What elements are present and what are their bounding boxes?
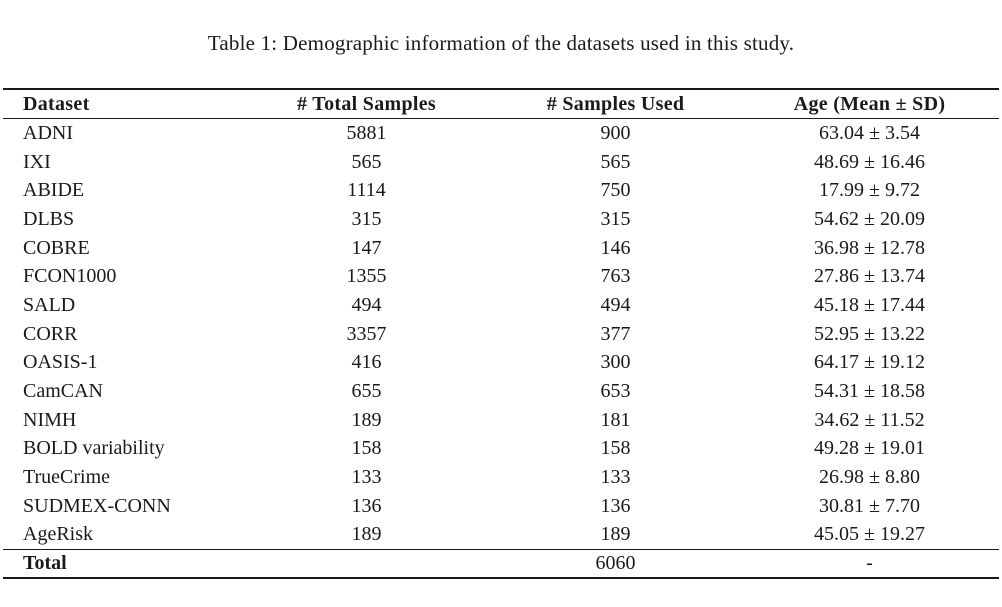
table-body: ADNI 5881 900 63.04 ± 3.54 IXI 565 565 48.69 ± … bbox=[3, 119, 999, 550]
table-row: NIMH 189 181 34.62 ± 11.52 bbox=[3, 406, 999, 435]
cell-samples-used: 146 bbox=[600, 236, 631, 259]
cell-samples-used: 653 bbox=[600, 380, 631, 403]
cell-samples-used: 750 bbox=[600, 179, 631, 202]
table-row: DLBS 315 315 54.62 ± 20.09 bbox=[3, 205, 999, 234]
cell-samples-used: 315 bbox=[600, 207, 631, 230]
cell-age: 45.05 ± 19.27 bbox=[814, 523, 925, 546]
total-row: Total 6060 - bbox=[3, 549, 999, 580]
table-caption: Table 1: Demographic information of the … bbox=[207, 31, 795, 55]
cell-dataset: DLBS bbox=[23, 207, 75, 230]
cell-age: 63.04 ± 3.54 bbox=[819, 121, 920, 144]
cell-dataset: IXI bbox=[23, 150, 51, 173]
column-header-total-samples: # Total Samples bbox=[242, 88, 492, 119]
cell-dataset: COBRE bbox=[23, 236, 90, 259]
total-label: Total bbox=[3, 549, 243, 580]
table-row: CORR 3357 377 52.95 ± 13.22 bbox=[3, 320, 999, 349]
cell-samples-used: 189 bbox=[600, 523, 631, 546]
cell-age: 36.98 ± 12.78 bbox=[814, 236, 925, 259]
table-row: COBRE 147 146 36.98 ± 12.78 bbox=[3, 234, 999, 263]
cell-total-samples: 147 bbox=[351, 236, 382, 259]
cell-total-samples: 1355 bbox=[346, 265, 387, 288]
cell-total-samples: 565 bbox=[351, 150, 382, 173]
table-row: ABIDE 1114 750 17.99 ± 9.72 bbox=[3, 176, 999, 205]
cell-total-samples: 189 bbox=[351, 523, 382, 546]
cell-samples-used: 136 bbox=[600, 494, 631, 517]
table-row: SUDMEX-CONN 136 136 30.81 ± 7.70 bbox=[3, 492, 999, 521]
table-row: SALD 494 494 45.18 ± 17.44 bbox=[3, 291, 999, 320]
cell-samples-used: 377 bbox=[600, 322, 631, 345]
table-row: TrueCrime 133 133 26.98 ± 8.80 bbox=[3, 463, 999, 492]
cell-total-samples: 416 bbox=[351, 351, 382, 374]
cell-age: 48.69 ± 16.46 bbox=[814, 150, 925, 173]
table-row: IXI 565 565 48.69 ± 16.46 bbox=[3, 148, 999, 177]
cell-total-samples: 1114 bbox=[347, 179, 386, 202]
cell-samples-used: 158 bbox=[600, 437, 631, 460]
cell-dataset: CORR bbox=[23, 322, 78, 345]
table-row: AgeRisk 189 189 45.05 ± 19.27 bbox=[3, 521, 999, 550]
table-row: CamCAN 655 653 54.31 ± 18.58 bbox=[3, 377, 999, 406]
total-samples-cell bbox=[242, 549, 492, 580]
cell-dataset: ABIDE bbox=[23, 179, 85, 202]
cell-dataset: SALD bbox=[23, 293, 76, 316]
cell-dataset: TrueCrime bbox=[23, 466, 111, 489]
cell-total-samples: 655 bbox=[351, 380, 382, 403]
cell-age: 64.17 ± 19.12 bbox=[814, 351, 925, 374]
cell-samples-used: 900 bbox=[600, 121, 631, 144]
column-header-samples-used: # Samples Used bbox=[491, 88, 741, 119]
cell-age: 52.95 ± 13.22 bbox=[814, 322, 925, 345]
cell-total-samples: 136 bbox=[351, 494, 382, 517]
cell-dataset: CamCAN bbox=[23, 380, 103, 403]
cell-samples-used: 181 bbox=[600, 408, 631, 431]
total-age-cell: - bbox=[740, 549, 999, 580]
cell-samples-used: 565 bbox=[600, 150, 631, 173]
table-row: OASIS-1 416 300 64.17 ± 19.12 bbox=[3, 349, 999, 378]
cell-age: 30.81 ± 7.70 bbox=[819, 494, 920, 517]
cell-dataset: AgeRisk bbox=[23, 523, 93, 546]
cell-age: 49.28 ± 19.01 bbox=[814, 437, 925, 460]
cell-total-samples: 158 bbox=[351, 437, 382, 460]
cell-dataset: FCON1000 bbox=[23, 265, 117, 288]
cell-samples-used: 300 bbox=[600, 351, 631, 374]
cell-dataset: ADNI bbox=[23, 121, 73, 144]
cell-age: 34.62 ± 11.52 bbox=[814, 408, 925, 431]
cell-total-samples: 315 bbox=[351, 207, 382, 230]
column-header-dataset: Dataset bbox=[3, 88, 243, 119]
total-used-cell: 6060 bbox=[491, 549, 741, 580]
cell-dataset: SUDMEX-CONN bbox=[23, 494, 171, 517]
cell-samples-used: 494 bbox=[600, 293, 631, 316]
table-row: ADNI 5881 900 63.04 ± 3.54 bbox=[3, 119, 999, 148]
cell-dataset: NIMH bbox=[23, 408, 77, 431]
demographics-table: Dataset # Total Samples # Samples Used Age … bbox=[3, 88, 999, 580]
cell-samples-used: 133 bbox=[600, 466, 631, 489]
table-row: BOLD variability 158 158 49.28 ± 19.01 bbox=[3, 435, 999, 464]
table-row: FCON1000 1355 763 27.86 ± 13.74 bbox=[3, 262, 999, 291]
cell-total-samples: 3357 bbox=[346, 322, 387, 345]
table-header: Dataset # Total Samples # Samples Used Age … bbox=[3, 88, 999, 119]
cell-samples-used: 763 bbox=[600, 265, 631, 288]
cell-age: 45.18 ± 17.44 bbox=[814, 293, 925, 316]
cell-total-samples: 494 bbox=[351, 293, 382, 316]
cell-age: 27.86 ± 13.74 bbox=[814, 265, 925, 288]
cell-age: 17.99 ± 9.72 bbox=[819, 179, 920, 202]
header-row: Dataset # Total Samples # Samples Used Age … bbox=[3, 88, 999, 119]
cell-dataset: BOLD variability bbox=[23, 437, 165, 460]
cell-age: 54.31 ± 18.58 bbox=[814, 380, 925, 403]
cell-total-samples: 189 bbox=[351, 408, 382, 431]
column-header-age: Age (Mean ± SD) bbox=[740, 88, 999, 119]
cell-total-samples: 5881 bbox=[346, 121, 387, 144]
cell-age: 26.98 ± 8.80 bbox=[819, 466, 920, 489]
table-footer: Total 6060 - bbox=[3, 549, 999, 580]
cell-total-samples: 133 bbox=[351, 466, 382, 489]
cell-dataset: OASIS-1 bbox=[23, 351, 98, 374]
cell-age: 54.62 ± 20.09 bbox=[814, 207, 925, 230]
